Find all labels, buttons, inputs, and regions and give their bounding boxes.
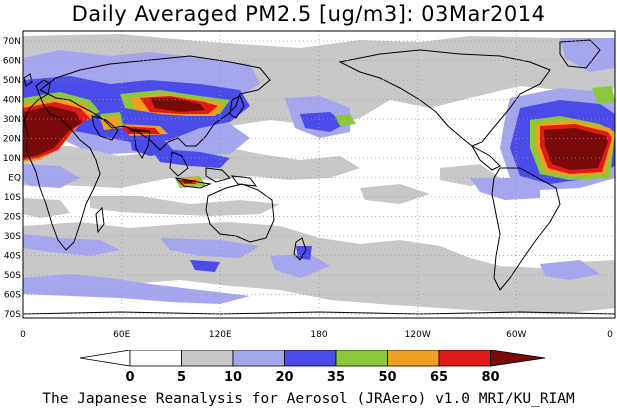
colorbar-segment [232, 350, 285, 367]
lat-label: 10S [4, 193, 21, 203]
lon-label: 60W [506, 330, 526, 340]
lon-label: 0 [20, 330, 26, 340]
coastlines [23, 39, 615, 315]
colorbar-label: 35 [327, 370, 345, 385]
map-title: Daily Averaged PM2.5 [ug/m3]: 03Mar2014 [71, 2, 546, 26]
lat-label: 50S [4, 271, 21, 281]
lat-label: 60N [3, 57, 21, 67]
colorbar-min-arrow [79, 350, 131, 367]
lon-label: 0 [607, 330, 613, 340]
lat-label: 20S [4, 213, 21, 223]
lat-label: 70N [3, 37, 21, 47]
colorbar-label: 80 [481, 370, 499, 385]
pm25-map: 70N 60N 50N 40N 30N 20N 10N EQ 10S 20S 3… [3, 30, 616, 340]
lat-label: 10N [3, 154, 21, 164]
lat-label: 30S [4, 232, 21, 242]
credit-line: The Japanese Reanalysis for Aerosol (JRA… [42, 391, 575, 407]
lat-label: 60S [4, 291, 21, 301]
lon-label: 60E [113, 330, 130, 340]
colorbar-segment [387, 350, 440, 367]
colorbar-segment [129, 350, 182, 367]
lat-label: 50N [3, 76, 21, 86]
colorbar-label: 20 [275, 370, 293, 385]
colorbar-label: 0 [125, 370, 134, 385]
latitude-labels: 70N 60N 50N 40N 30N 20N 10N EQ 10S 20S 3… [3, 37, 21, 320]
lon-label: 120W [405, 330, 431, 340]
colorbar: 0 5 10 20 35 50 65 80 [79, 350, 546, 385]
colorbar-segment [335, 350, 388, 367]
colorbar-label: 50 [378, 370, 396, 385]
lat-label: 20N [3, 135, 21, 145]
lat-label: 40S [4, 252, 21, 262]
colorbar-max-arrow [490, 350, 546, 367]
colorbar-label: 65 [430, 370, 448, 385]
lon-label: 120E [209, 330, 232, 340]
colorbar-label: 5 [177, 370, 186, 385]
colorbar-segment [438, 350, 491, 367]
plot-frame [22, 30, 616, 319]
lat-label: EQ [8, 174, 21, 184]
lon-label: 180 [310, 330, 327, 340]
lat-label: 40N [3, 96, 21, 106]
colorbar-label: 10 [224, 370, 242, 385]
colorbar-labels: 0 5 10 20 35 50 65 80 [125, 370, 499, 385]
longitude-labels: 0 60E 120E 180 120W 60W 0 [20, 330, 613, 340]
colorbar-segment [181, 350, 234, 367]
lat-label: 70S [4, 310, 21, 320]
lat-label: 30N [3, 115, 21, 125]
graticule [23, 31, 615, 318]
colorbar-segment [284, 350, 337, 367]
